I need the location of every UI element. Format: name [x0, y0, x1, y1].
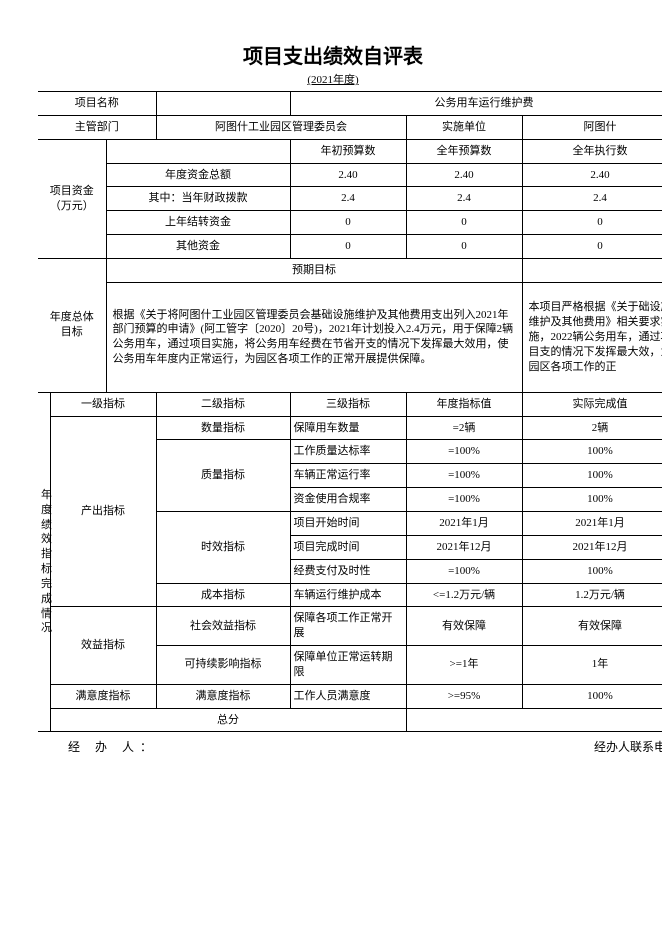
fund-r1-v2: 2.4 — [406, 187, 522, 211]
fund-r0-label: 年度资金总额 — [106, 163, 290, 187]
r3-act: 100% — [522, 488, 662, 512]
value-unit: 阿图什 — [522, 115, 662, 139]
r8-act: 有效保障 — [522, 607, 662, 646]
total-label: 总分 — [50, 708, 406, 732]
label-dept: 主管部门 — [38, 115, 156, 139]
r10-tgt: >=95% — [406, 684, 522, 708]
fund-r0-v1: 2.40 — [290, 163, 406, 187]
footer-right: 经办人联系电话 — [594, 738, 662, 755]
r4-act: 2021年1月 — [522, 511, 662, 535]
r3-lvl3: 资金使用合规率 — [290, 488, 406, 512]
r6-tgt: =100% — [406, 559, 522, 583]
r0-tgt: =2辆 — [406, 416, 522, 440]
r10-act: 100% — [522, 684, 662, 708]
r3-tgt: =100% — [406, 488, 522, 512]
page-subtitle: (2021年度) — [38, 71, 628, 87]
r1-lvl3: 工作质量达标率 — [290, 440, 406, 464]
goal-header-left: 预期目标 — [106, 258, 522, 282]
fund-r0-v2: 2.40 — [406, 163, 522, 187]
r10-lvl3: 工作人员满意度 — [290, 684, 406, 708]
r8-lvl3: 保障各项工作正常开展 — [290, 607, 406, 646]
fund-r0-v3: 2.40 — [522, 163, 662, 187]
r9-tgt: >=1年 — [406, 646, 522, 685]
r7-act: 1.2万元/辆 — [522, 583, 662, 607]
r5-tgt: 2021年12月 — [406, 535, 522, 559]
r7-lvl3: 车辆运行维护成本 — [290, 583, 406, 607]
value-project-name: 公务用车运行维护费 — [290, 92, 662, 116]
r4-tgt: 2021年1月 — [406, 511, 522, 535]
r8-lvl2: 社会效益指标 — [156, 607, 290, 646]
evaluation-table: 项目名称 公务用车运行维护费 主管部门 阿图什工业园区管理委员会 实施单位 阿图… — [38, 91, 662, 732]
fund-r1-v3: 2.4 — [522, 187, 662, 211]
r2-act: 100% — [522, 464, 662, 488]
r4-lvl3: 项目开始时间 — [290, 511, 406, 535]
r10-lvl2: 满意度指标 — [156, 684, 290, 708]
goal-text-right: 本项目严格根据《关于础设施维护及其他费用》相关要求实施，2022辆公务用车，通过… — [522, 282, 662, 392]
page-title: 项目支出绩效自评表 — [38, 40, 628, 69]
r8-tgt: 有效保障 — [406, 607, 522, 646]
r2-tgt: =100% — [406, 464, 522, 488]
fund-r1-label: 其中：当年财政拨款 — [106, 187, 290, 211]
ind-h2: 二级指标 — [156, 392, 290, 416]
r9-act: 1年 — [522, 646, 662, 685]
r1-act: 100% — [522, 440, 662, 464]
footer-left: 经 办 人： — [68, 738, 158, 755]
r1-tgt: =100% — [406, 440, 522, 464]
label-perf-side: 年度绩效 指标完成 情况 — [38, 392, 50, 732]
ind-h5: 实际完成值 — [522, 392, 662, 416]
goal-header-right — [522, 258, 662, 282]
ind-h4: 年度指标值 — [406, 392, 522, 416]
fund-r3-v3: 0 — [522, 235, 662, 259]
r9-lvl3: 保障单位正常运转期限 — [290, 646, 406, 685]
r0-lvl3: 保障用车数量 — [290, 416, 406, 440]
r9-lvl2: 可持续影响指标 — [156, 646, 290, 685]
lvl1-produce: 产出指标 — [50, 416, 156, 607]
r6-act: 100% — [522, 559, 662, 583]
total-value — [406, 708, 662, 732]
label-project-name: 项目名称 — [38, 92, 156, 116]
goal-text-left: 根据《关于将阿图什工业园区管理委员会基础设施维护及其他费用支出列入2021年部门… — [106, 282, 522, 392]
fund-h1: 年初预算数 — [290, 139, 406, 163]
fund-r2-v2: 0 — [406, 211, 522, 235]
fund-r2-v3: 0 — [522, 211, 662, 235]
fund-h2: 全年预算数 — [406, 139, 522, 163]
r2-lvl3: 车辆正常运行率 — [290, 464, 406, 488]
fund-r3-label: 其他资金 — [106, 235, 290, 259]
ind-h3: 三级指标 — [290, 392, 406, 416]
cell — [106, 139, 290, 163]
r6-lvl3: 经费支付及时性 — [290, 559, 406, 583]
r0-act: 2辆 — [522, 416, 662, 440]
r5-lvl3: 项目完成时间 — [290, 535, 406, 559]
fund-r3-v1: 0 — [290, 235, 406, 259]
fund-r3-v2: 0 — [406, 235, 522, 259]
label-unit: 实施单位 — [406, 115, 522, 139]
r5-lvl2: 时效指标 — [156, 511, 290, 583]
footer: 经 办 人： 经办人联系电话 — [38, 738, 662, 755]
fund-r1-v1: 2.4 — [290, 187, 406, 211]
r1-lvl2: 质量指标 — [156, 440, 290, 512]
lvl1-benefit: 效益指标 — [50, 607, 156, 684]
r0-lvl2: 数量指标 — [156, 416, 290, 440]
ind-h1: 一级指标 — [50, 392, 156, 416]
r7-tgt: <=1.2万元/辆 — [406, 583, 522, 607]
label-goal-side: 年度总体 目标 — [38, 258, 106, 392]
lvl1-satisfy: 满意度指标 — [50, 684, 156, 708]
fund-r2-label: 上年结转资金 — [106, 211, 290, 235]
label-fund-side: 项目资金 （万元） — [38, 139, 106, 258]
fund-h3: 全年执行数 — [522, 139, 662, 163]
fund-r2-v1: 0 — [290, 211, 406, 235]
value-dept: 阿图什工业园区管理委员会 — [156, 115, 406, 139]
cell — [156, 92, 290, 116]
r5-act: 2021年12月 — [522, 535, 662, 559]
r7-lvl2: 成本指标 — [156, 583, 290, 607]
